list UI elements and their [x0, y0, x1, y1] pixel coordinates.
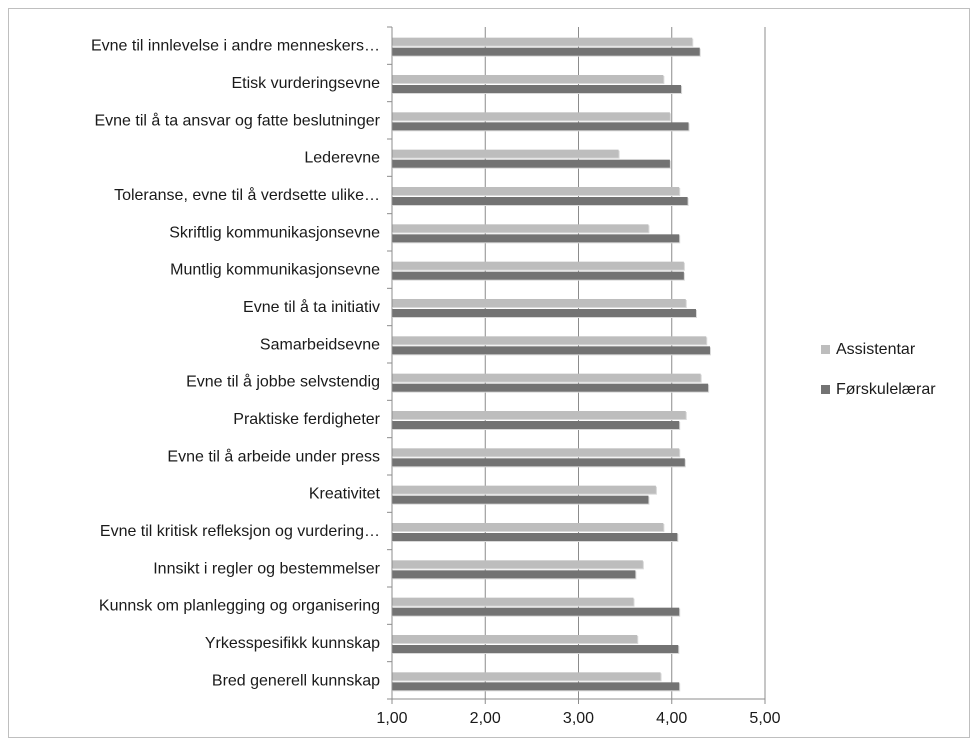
legend: Assistentar Førskulelærar [821, 341, 936, 398]
category-label: Muntlig kommunikasjonsevne [170, 262, 380, 279]
category-label: Samarbeidsevne [260, 336, 380, 353]
category-label: Evne til innlevelse i andre menneskers… [91, 38, 380, 55]
bar-forskulelaerar [392, 85, 682, 93]
bar-assistentar [392, 523, 664, 531]
category-label: Lederevne [304, 150, 380, 167]
category-label: Praktiske ferdigheter [233, 411, 380, 428]
bar-forskulelaerar [392, 47, 700, 56]
bar-assistentar [392, 635, 638, 643]
bar-forskulelaerar [392, 346, 710, 355]
category-label: Evne til å ta initiativ [243, 298, 380, 316]
legend-label: Assistentar [836, 341, 916, 358]
legend-label: Førskulelærar [836, 381, 936, 398]
category-label: Innsikt i regler og bestemmelser [153, 560, 380, 577]
bar-assistentar [392, 75, 664, 83]
x-tick-label: 5,00 [749, 710, 780, 727]
bar-assistentar [392, 448, 680, 457]
bar-forskulelaerar [392, 309, 696, 317]
bar-assistentar [392, 112, 670, 121]
category-label: Kreativitet [309, 486, 381, 503]
bar-assistentar [392, 261, 684, 270]
axes [387, 26, 766, 704]
bar-forskulelaerar [392, 645, 679, 653]
bar-forskulelaerar [392, 607, 680, 616]
x-tick-label: 3,00 [563, 710, 594, 727]
category-label: Yrkesspesifikk kunnskap [205, 635, 380, 652]
bar-chart: Evne til innlevelse i andre menneskers… E… [91, 26, 936, 727]
bar-forskulelaerar [392, 271, 684, 280]
bar-assistentar [392, 149, 619, 158]
category-label: Evne til å arbeide under press [167, 447, 380, 465]
bar-assistentar [392, 672, 661, 681]
bar-assistentar [392, 597, 634, 606]
bar-forskulelaerar [392, 383, 709, 392]
bar-forskulelaerar [392, 122, 689, 131]
legend-swatch [821, 385, 830, 394]
category-label: Evne til å ta ansvar og fatte beslutning… [94, 111, 380, 129]
bar-assistentar [392, 411, 686, 419]
bar-assistentar [392, 560, 643, 569]
category-label: Evne til å jobbe selvstendig [186, 373, 380, 391]
x-tick-label: 4,00 [656, 710, 687, 727]
category-label: Evne til kritisk refleksjon og vurdering… [100, 523, 380, 540]
category-label: Bred generell kunnskap [212, 672, 380, 689]
bar-forskulelaerar [392, 197, 688, 205]
bar-forskulelaerar [392, 533, 678, 541]
category-label: Kunnsk om planlegging og organisering [99, 598, 380, 615]
grid-lines [484, 27, 766, 699]
bar-assistentar [392, 299, 686, 307]
x-tick-labels: 1,00 2,00 3,00 4,00 5,00 [376, 710, 780, 727]
bar-forskulelaerar [392, 682, 680, 691]
bars [392, 37, 711, 692]
bar-assistentar [392, 187, 680, 195]
bar-assistentar [392, 373, 701, 382]
bar-forskulelaerar [392, 421, 680, 429]
category-label: Skriftlig kommunikasjonsevne [169, 224, 380, 241]
category-label: Toleranse, evne til å verdsette ulike… [114, 186, 380, 204]
bar-forskulelaerar [392, 495, 649, 504]
bar-assistentar [392, 336, 707, 345]
x-tick-label: 1,00 [376, 710, 407, 727]
legend-swatch [821, 345, 830, 354]
chart-frame: Evne til innlevelse i andre menneskers… E… [8, 8, 970, 738]
bar-forskulelaerar [392, 570, 636, 579]
bar-forskulelaerar [392, 458, 685, 467]
bar-forskulelaerar [392, 234, 680, 243]
bar-assistentar [392, 224, 649, 233]
category-labels: Evne til innlevelse i andre menneskers… E… [91, 38, 381, 690]
x-tick-label: 2,00 [470, 710, 501, 727]
bar-assistentar [392, 37, 693, 46]
category-label: Etisk vurderingsevne [231, 75, 380, 92]
bar-assistentar [392, 485, 656, 494]
bar-forskulelaerar [392, 159, 670, 168]
